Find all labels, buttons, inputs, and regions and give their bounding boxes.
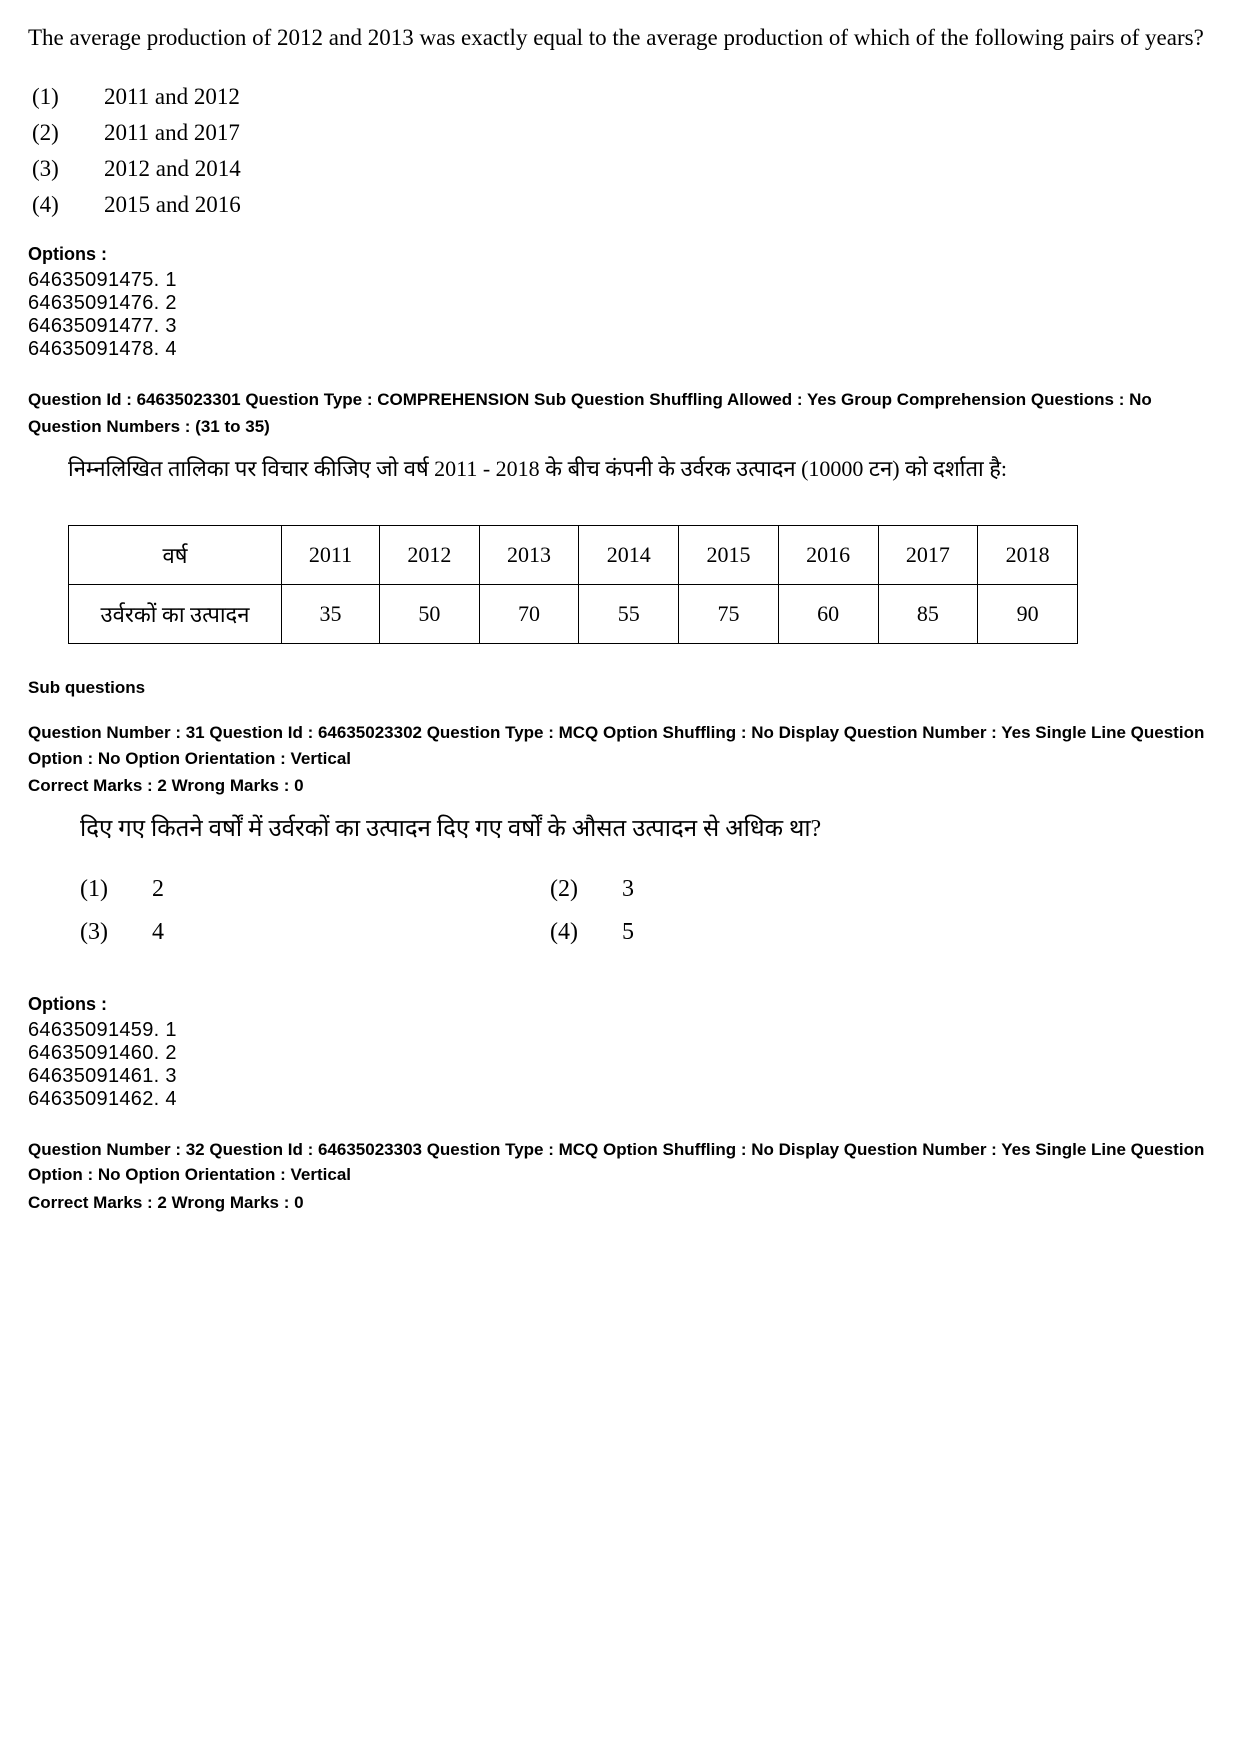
option-id: 64635091461. 3 xyxy=(28,1065,1212,1088)
option-id: 64635091476. 2 xyxy=(28,292,1212,315)
choice-number: (3) xyxy=(80,919,152,946)
option-id: 64635091462. 4 xyxy=(28,1088,1212,1111)
option-id: 64635091475. 1 xyxy=(28,269,1212,292)
row-label-cell: उर्वरकों का उत्पादन xyxy=(69,585,282,644)
header-cell-year: 2018 xyxy=(978,526,1078,585)
comprehension-meta: Question Id : 64635023301 Question Type … xyxy=(28,387,1212,440)
choice-text: 2012 and 2014 xyxy=(104,156,241,182)
meta-line: Question Number : 32 Question Id : 64635… xyxy=(28,1137,1212,1188)
value-cell: 55 xyxy=(579,585,679,644)
options-label: Options : xyxy=(28,244,1212,265)
value-cell: 85 xyxy=(878,585,978,644)
header-cell-year: 2013 xyxy=(479,526,579,585)
header-cell-year: 2011 xyxy=(282,526,380,585)
choice-text: 2011 and 2012 xyxy=(104,84,240,110)
option-id: 64635091459. 1 xyxy=(28,1019,1212,1042)
options-label: Options : xyxy=(28,994,1212,1015)
option-id: 64635091460. 2 xyxy=(28,1042,1212,1065)
choice-grid: (1) 2 (3) 4 (2) 3 (4) 5 xyxy=(80,876,1212,962)
choice-column-left: (1) 2 (3) 4 xyxy=(80,876,550,962)
choice-row: (3) 4 xyxy=(80,919,550,946)
question-meta: Question Number : 32 Question Id : 64635… xyxy=(28,1137,1212,1216)
choice-number: (2) xyxy=(550,876,622,903)
comprehension-passage: निम्नलिखित तालिका पर विचार कीजिए जो वर्ष… xyxy=(68,448,1212,490)
value-cell: 90 xyxy=(978,585,1078,644)
question-stem: The average production of 2012 and 2013 … xyxy=(28,20,1212,56)
header-cell-year: 2014 xyxy=(579,526,679,585)
choice-number: (4) xyxy=(550,919,622,946)
question-meta: Question Number : 31 Question Id : 64635… xyxy=(28,720,1212,799)
choice-column-right: (2) 3 (4) 5 xyxy=(550,876,634,962)
choice-row: (4) 2015 and 2016 xyxy=(32,192,1212,218)
header-cell-year: 2017 xyxy=(878,526,978,585)
header-cell-year: 2012 xyxy=(379,526,479,585)
choice-number: (3) xyxy=(32,156,104,182)
value-cell: 60 xyxy=(778,585,878,644)
options-block: Options : 64635091475. 1 64635091476. 2 … xyxy=(28,244,1212,361)
choice-text: 4 xyxy=(152,919,164,946)
sub-questions-label: Sub questions xyxy=(28,678,1212,698)
choice-row: (1) 2011 and 2012 xyxy=(32,84,1212,110)
option-id: 64635091478. 4 xyxy=(28,338,1212,361)
choice-row: (2) 2011 and 2017 xyxy=(32,120,1212,146)
header-cell-year: 2016 xyxy=(778,526,878,585)
meta-line: Question Number : 31 Question Id : 64635… xyxy=(28,720,1212,771)
choice-text: 2 xyxy=(152,876,164,903)
choice-number: (1) xyxy=(80,876,152,903)
table-header-row: वर्ष 2011 2012 2013 2014 2015 2016 2017 … xyxy=(69,526,1078,585)
meta-line: Correct Marks : 2 Wrong Marks : 0 xyxy=(28,773,1212,799)
choice-row: (1) 2 xyxy=(80,876,550,903)
value-cell: 35 xyxy=(282,585,380,644)
choice-row: (3) 2012 and 2014 xyxy=(32,156,1212,182)
question-text-hindi: दिए गए कितने वर्षों में उर्वरकों का उत्प… xyxy=(80,811,1212,844)
meta-line: Correct Marks : 2 Wrong Marks : 0 xyxy=(28,1190,1212,1216)
choice-text: 3 xyxy=(622,876,634,903)
option-id: 64635091477. 3 xyxy=(28,315,1212,338)
meta-line: Question Numbers : (31 to 35) xyxy=(28,414,1212,440)
choice-number: (4) xyxy=(32,192,104,218)
options-block: Options : 64635091459. 1 64635091460. 2 … xyxy=(28,994,1212,1111)
table-data-row: उर्वरकों का उत्पादन 35 50 70 55 75 60 85… xyxy=(69,585,1078,644)
choice-text: 2015 and 2016 xyxy=(104,192,241,218)
header-cell-year: 2015 xyxy=(679,526,779,585)
choice-number: (2) xyxy=(32,120,104,146)
choice-list: (1) 2011 and 2012 (2) 2011 and 2017 (3) … xyxy=(32,84,1212,218)
choice-number: (1) xyxy=(32,84,104,110)
choice-row: (4) 5 xyxy=(550,919,634,946)
header-cell-label: वर्ष xyxy=(69,526,282,585)
value-cell: 75 xyxy=(679,585,779,644)
choice-text: 2011 and 2017 xyxy=(104,120,240,146)
choice-row: (2) 3 xyxy=(550,876,634,903)
value-cell: 70 xyxy=(479,585,579,644)
production-table: वर्ष 2011 2012 2013 2014 2015 2016 2017 … xyxy=(68,525,1078,644)
choice-text: 5 xyxy=(622,919,634,946)
value-cell: 50 xyxy=(379,585,479,644)
meta-line: Question Id : 64635023301 Question Type … xyxy=(28,387,1212,413)
